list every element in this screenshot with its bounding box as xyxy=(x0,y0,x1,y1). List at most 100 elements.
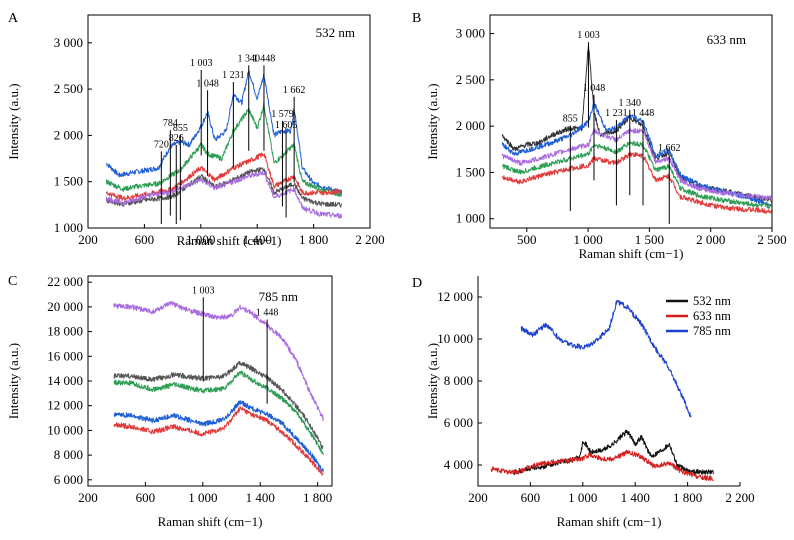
x-tick-label: 200 xyxy=(78,232,98,247)
y-tick-label: 1 000 xyxy=(456,211,485,226)
peak-label: 1 048 xyxy=(196,78,219,89)
series-group xyxy=(105,69,343,219)
y-tick-label: 12 000 xyxy=(437,289,473,304)
y-tick-label: 18 000 xyxy=(47,324,83,339)
panel-label: A xyxy=(8,11,19,26)
y-tick-label: 16 000 xyxy=(47,348,83,363)
x-tick-label: 1 800 xyxy=(299,232,328,247)
wavelength-title: 633 nm xyxy=(707,32,746,47)
peak-label: 1 231 xyxy=(222,70,245,81)
peak-label: 855 xyxy=(563,114,578,125)
x-tick-label: 1 000 xyxy=(188,490,217,505)
x-tick-label: 1 800 xyxy=(673,490,702,505)
y-tick-label: 10 000 xyxy=(47,422,83,437)
peak-label: 1 003 xyxy=(192,285,215,296)
y-tick-label: 2 000 xyxy=(54,127,83,142)
y-tick-label: 1 500 xyxy=(54,174,83,189)
x-tick-label: 1 400 xyxy=(246,490,275,505)
x-tick-label: 1 000 xyxy=(186,232,215,247)
x-tick-label: 2 200 xyxy=(355,232,384,247)
x-axis-label: Raman shift (cm−1) xyxy=(158,514,263,529)
wavelength-title: 785 nm xyxy=(259,289,298,304)
x-tick-label: 1 400 xyxy=(621,490,650,505)
x-axis-label: Raman shift (cm−1) xyxy=(177,233,282,248)
series-785-nm xyxy=(520,299,692,418)
y-axis-label: Intensity (a.u.) xyxy=(6,83,21,159)
y-tick-label: 3 000 xyxy=(456,26,485,41)
peak-label: 855 xyxy=(173,123,188,134)
y-tick-label: 6 000 xyxy=(54,472,83,487)
panel-label: C xyxy=(8,274,17,289)
series-spectrum-4 xyxy=(113,400,324,472)
x-tick-label: 1 000 xyxy=(568,490,597,505)
peak-label: 720 xyxy=(154,139,169,150)
series-spectrum-4 xyxy=(105,167,343,208)
series-spectrum-2 xyxy=(113,361,324,450)
peak-label: 1 003 xyxy=(577,30,600,41)
panel-b: B 633 nm 500 1 000 1 500 2 000 2 500 1 000 1 500… xyxy=(412,11,787,261)
peak-label: 1 340 xyxy=(619,98,642,109)
y-axis-label: Intensity (a.u.) xyxy=(425,83,440,159)
y-axis-label: Intensity (a.u.) xyxy=(425,343,440,419)
x-tick-label: 200 xyxy=(468,490,488,505)
series-spectrum-3 xyxy=(105,152,343,201)
peak-label: 1 605 xyxy=(275,120,298,131)
x-axis-label: Raman shift (cm−1) xyxy=(557,514,662,529)
series-spectrum-1 xyxy=(106,69,343,196)
x-tick-label: 2 200 xyxy=(725,490,754,505)
series-spectrum-3 xyxy=(501,128,772,201)
series-group xyxy=(501,45,772,214)
legend-label: 633 nm xyxy=(693,309,731,323)
x-tick-label: 2 500 xyxy=(757,232,786,247)
series-spectrum-5 xyxy=(501,151,772,214)
peak-label: 1 048 xyxy=(583,83,606,94)
x-tick-label: 2 000 xyxy=(696,232,725,247)
series-spectrum-1 xyxy=(113,301,324,422)
x-tick-label: 200 xyxy=(78,490,98,505)
x-tick-label: 600 xyxy=(521,490,541,505)
series-spectrum-5 xyxy=(105,170,343,219)
peak-label: 1 448 xyxy=(632,108,655,119)
y-tick-label: 20 000 xyxy=(47,299,83,314)
x-tick-label: 1 000 xyxy=(573,232,602,247)
series-group xyxy=(490,299,715,481)
y-tick-label: 2 500 xyxy=(54,81,83,96)
x-tick-label: 1 400 xyxy=(243,232,272,247)
peak-label: 1 662 xyxy=(658,143,681,154)
axes-frame xyxy=(489,14,773,229)
y-tick-label: 2 500 xyxy=(456,72,485,87)
y-tick-label: 22 000 xyxy=(47,274,83,289)
axes-frame xyxy=(87,14,371,229)
y-tick-label: 8 000 xyxy=(54,447,83,462)
y-tick-label: 8 000 xyxy=(444,373,473,388)
panel-label: D xyxy=(412,276,422,291)
series-633-nm xyxy=(490,449,714,481)
y-tick-label: 1 500 xyxy=(456,164,485,179)
x-tick-label: 1 800 xyxy=(303,490,332,505)
peak-label: 1 003 xyxy=(190,58,213,69)
series-532-nm xyxy=(512,429,715,476)
peak-label: 1 662 xyxy=(283,85,306,96)
x-tick-label: 1 500 xyxy=(635,232,664,247)
peak-label: 1 231 xyxy=(605,108,628,119)
peak-label: 784 xyxy=(163,118,178,129)
series-spectrum-1 xyxy=(501,45,772,203)
y-axis-label: Intensity (a.u.) xyxy=(6,343,21,419)
x-tick-label: 500 xyxy=(517,232,537,247)
x-axis-label: Raman shift (cm−1) xyxy=(579,246,684,261)
y-tick-label: 10 000 xyxy=(437,331,473,346)
panel-d: D 200 600 1 000 1 400 1 800 2 200 4 000 6 000 8 0… xyxy=(412,276,755,529)
legend-label: 785 nm xyxy=(693,324,731,338)
panel-c: C 785 nm 200 600 1 000 1 400 1 800 6 000 8 000 10… xyxy=(6,274,333,529)
series-group xyxy=(113,301,324,476)
y-tick-label: 4 000 xyxy=(444,457,473,472)
series-spectrum-5 xyxy=(113,405,324,476)
peak-label: 1 448 xyxy=(256,308,279,319)
series-spectrum-4 xyxy=(501,140,772,210)
y-tick-label: 3 000 xyxy=(54,35,83,50)
y-tick-label: 1 000 xyxy=(54,220,83,235)
series-spectrum-2 xyxy=(105,102,343,197)
legend-label: 532 nm xyxy=(693,294,731,308)
